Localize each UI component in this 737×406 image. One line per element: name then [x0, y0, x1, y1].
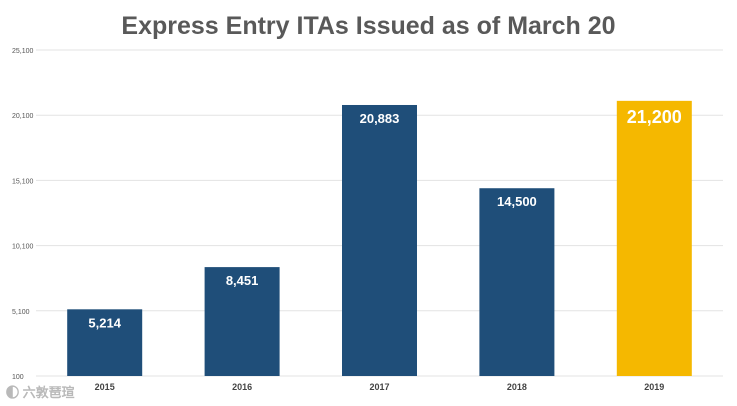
chart-title: Express Entry ITAs Issued as of March 20 — [121, 12, 616, 40]
bar — [616, 100, 692, 376]
bar — [67, 309, 143, 376]
y-tick-label: 20,100 — [12, 113, 34, 120]
bar — [479, 188, 555, 376]
data-label: 21,200 — [627, 107, 682, 127]
watermark: ◐⃝ 六敦琶瑄 — [6, 382, 75, 401]
watermark-text: 六敦琶瑄 — [22, 385, 75, 400]
y-tick-label: 15,100 — [12, 178, 34, 185]
data-label: 8,451 — [226, 273, 259, 288]
x-tick-label: 2015 — [95, 382, 115, 392]
bar — [342, 104, 417, 376]
y-tick-label: 100 — [12, 374, 24, 381]
y-tick-label: 25,100 — [12, 48, 34, 55]
x-tick-label: 2017 — [369, 382, 389, 392]
data-label: 14,500 — [497, 194, 537, 209]
x-tick-label: 2016 — [232, 382, 252, 392]
bar — [204, 267, 280, 376]
watermark-logo-icon: ◐⃝ — [6, 385, 23, 400]
y-tick-label: 5,100 — [12, 309, 30, 316]
data-label: 5,214 — [88, 315, 121, 330]
x-tick-label: 2018 — [507, 382, 527, 392]
y-tick-label: 10,100 — [12, 244, 34, 251]
x-tick-label: 2019 — [644, 382, 664, 392]
data-label: 20,883 — [360, 111, 400, 126]
